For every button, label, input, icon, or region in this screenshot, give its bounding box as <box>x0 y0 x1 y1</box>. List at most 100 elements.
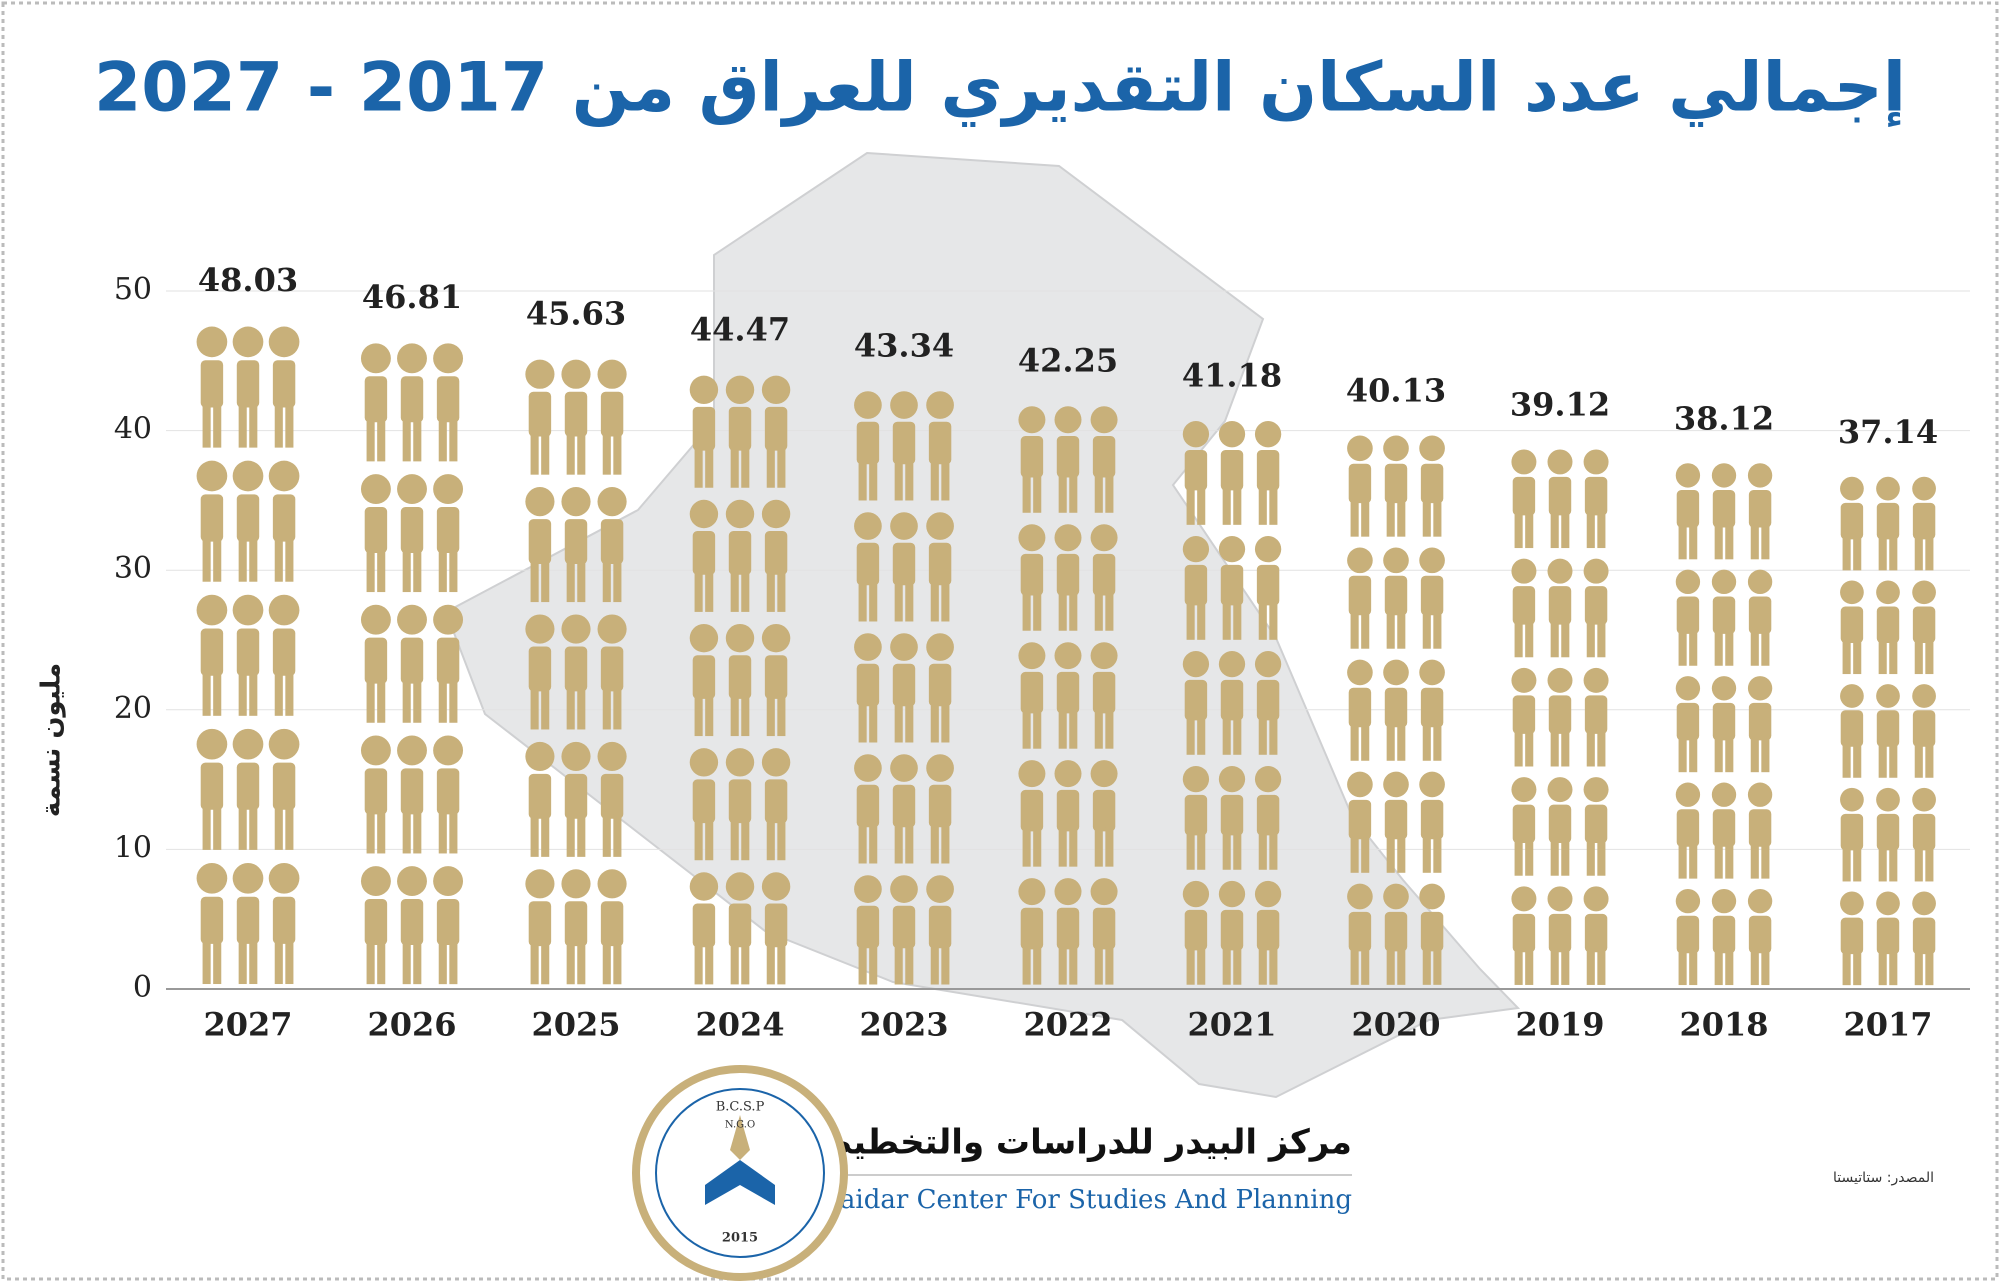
person-body <box>564 519 588 564</box>
person-body <box>928 784 952 828</box>
person-leg <box>766 818 775 861</box>
person-leg <box>1350 723 1359 761</box>
person-leg <box>1069 827 1078 867</box>
person-leg <box>1725 523 1734 560</box>
person-head <box>725 375 755 405</box>
person-body <box>1056 789 1080 832</box>
person-leg <box>1222 831 1231 870</box>
value-label: 40.13 <box>1346 371 1446 409</box>
person-leg <box>1022 473 1031 513</box>
person-body <box>1420 799 1444 840</box>
person-leg <box>941 581 950 622</box>
person-leg <box>366 548 375 593</box>
person-head <box>561 359 591 389</box>
person-leg <box>1586 839 1595 876</box>
x-tick-label: 2024 <box>695 1006 784 1044</box>
person-head <box>1912 476 1936 501</box>
person-leg <box>413 548 422 593</box>
person-leg <box>449 417 458 462</box>
person-body <box>600 519 624 564</box>
person-leg <box>1433 947 1442 985</box>
person-leg <box>402 679 411 723</box>
person-leg <box>1761 949 1770 986</box>
person-body <box>364 768 388 815</box>
x-tick-label: 2017 <box>1843 1006 1932 1044</box>
person-body <box>728 655 752 699</box>
person-head <box>1912 787 1936 812</box>
person-leg <box>285 536 294 582</box>
person-leg <box>730 446 739 488</box>
person-leg <box>905 944 914 985</box>
person-body <box>856 421 880 465</box>
person-leg <box>1350 947 1359 985</box>
person-head <box>761 499 791 529</box>
person-leg <box>566 941 575 985</box>
person-leg <box>202 805 211 850</box>
person-leg <box>1397 947 1406 985</box>
person-body <box>928 663 952 707</box>
person-body <box>692 406 716 451</box>
person-leg <box>1233 716 1242 755</box>
person-head <box>1182 880 1210 908</box>
person-head <box>1547 449 1573 475</box>
person-body <box>400 899 424 946</box>
person-leg <box>1386 499 1395 537</box>
person-body <box>600 646 624 692</box>
bar <box>1511 449 1609 985</box>
person-body <box>1584 476 1608 516</box>
person-leg <box>1197 716 1206 755</box>
person-leg <box>1561 511 1570 549</box>
person-head <box>1182 650 1210 678</box>
person-body <box>928 905 952 949</box>
person-leg <box>705 694 714 737</box>
person-leg <box>1525 620 1534 658</box>
person-head <box>397 343 427 374</box>
person-leg <box>858 944 867 985</box>
bar <box>196 326 300 985</box>
person-leg <box>1853 639 1862 675</box>
person-head <box>525 359 555 389</box>
person-leg <box>1269 946 1278 985</box>
person-head <box>1583 667 1609 693</box>
person-body <box>1712 702 1736 741</box>
person-leg <box>1550 511 1559 549</box>
person-head <box>890 391 918 419</box>
person-body <box>600 391 624 437</box>
person-head <box>1675 463 1701 488</box>
person-head <box>1547 777 1573 803</box>
person-leg <box>274 670 283 716</box>
person-head <box>232 728 264 760</box>
person-body <box>892 542 916 586</box>
person-leg <box>577 814 586 857</box>
person-head <box>1583 886 1609 912</box>
person-leg <box>613 686 622 730</box>
person-body <box>856 905 880 949</box>
person-head <box>597 359 627 389</box>
person-head <box>890 754 918 782</box>
person-leg <box>449 679 458 723</box>
person-leg <box>1422 499 1431 537</box>
person-body <box>364 376 388 423</box>
person-leg <box>1233 486 1242 525</box>
person-body <box>1548 804 1572 844</box>
person-leg <box>1022 591 1031 631</box>
person-body <box>1676 915 1700 954</box>
person-head <box>433 343 464 374</box>
person-head <box>1840 891 1864 916</box>
person-body <box>1840 710 1864 747</box>
person-leg <box>869 702 878 743</box>
person-head <box>397 474 427 504</box>
person-leg <box>1689 843 1698 879</box>
person-leg <box>1689 523 1698 560</box>
person-leg <box>869 581 878 622</box>
person-head <box>1583 558 1609 584</box>
person-head <box>1419 771 1445 798</box>
person-body <box>600 901 624 947</box>
person-leg <box>1105 827 1114 867</box>
person-leg <box>1514 511 1523 549</box>
person-leg <box>366 679 375 723</box>
person-leg <box>1258 716 1267 755</box>
person-leg <box>1094 709 1103 749</box>
person-leg <box>274 805 283 850</box>
person-leg <box>1222 601 1231 640</box>
